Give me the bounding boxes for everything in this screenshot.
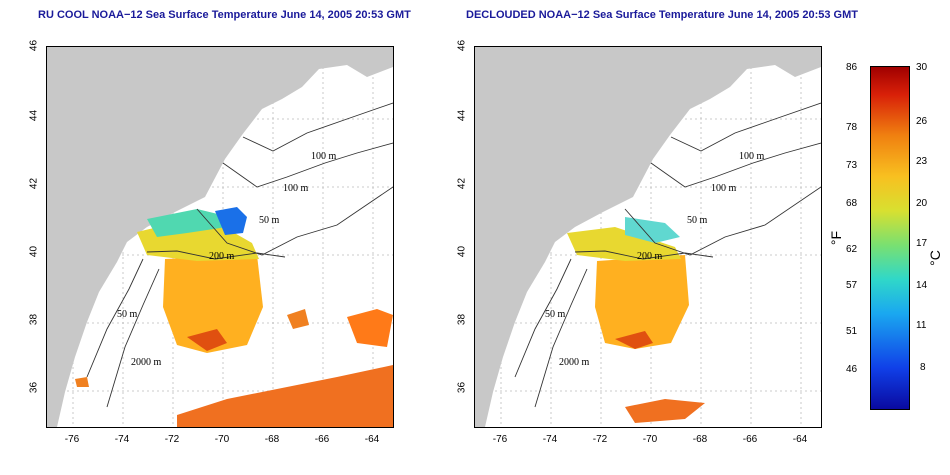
cb-fahrenheit-label: °F xyxy=(828,230,845,246)
cb-c-14: 14 xyxy=(916,280,928,291)
cb-f-73: 73 xyxy=(846,160,858,171)
right-xtick-74: -74 xyxy=(542,434,558,445)
right-ytick-36: 36 xyxy=(456,381,468,394)
cb-c-26: 26 xyxy=(916,116,928,127)
right-xtick-72: -72 xyxy=(592,434,608,445)
cb-f-68: 68 xyxy=(846,198,858,209)
land-mass xyxy=(475,47,821,427)
cb-c-8: 8 xyxy=(920,362,926,373)
contour-label-200m: 200 m xyxy=(637,251,663,262)
left-xtick-64: -64 xyxy=(364,434,380,445)
cb-f-46: 46 xyxy=(846,364,858,375)
left-ytick-44: 44 xyxy=(28,109,40,122)
left-ytick-40: 40 xyxy=(28,245,40,258)
sst-field xyxy=(75,207,393,427)
contour-label-2000m: 2000 m xyxy=(559,357,590,368)
right-xtick-76: -76 xyxy=(492,434,508,445)
right-xtick-64: -64 xyxy=(792,434,808,445)
contour-label-200m: 200 m xyxy=(209,251,235,262)
right-map-title: DECLOUDED NOAA−12 Sea Surface Temperatur… xyxy=(466,9,858,21)
right-xtick-68: -68 xyxy=(692,434,708,445)
cb-f-57: 57 xyxy=(846,280,858,291)
right-ytick-38: 38 xyxy=(456,313,468,326)
left-map-title: RU COOL NOAA−12 Sea Surface Temperature … xyxy=(38,9,411,21)
cb-f-62: 62 xyxy=(846,244,858,255)
left-ytick-42: 42 xyxy=(28,177,40,190)
cb-c-20: 20 xyxy=(916,198,928,209)
right-map-panel: 100 m 100 m 50 m 200 m 50 m 2000 m xyxy=(474,46,822,428)
right-map-svg: 100 m 100 m 50 m 200 m 50 m 2000 m xyxy=(475,47,821,427)
contour-label-100m-a: 100 m xyxy=(739,151,765,162)
bathymetry-contours xyxy=(86,102,393,408)
left-xtick-76: -76 xyxy=(64,434,80,445)
left-xtick-74: -74 xyxy=(114,434,130,445)
sst-field xyxy=(567,217,705,423)
left-ytick-46: 46 xyxy=(28,39,40,52)
right-ytick-44: 44 xyxy=(456,109,468,122)
cb-c-17: 17 xyxy=(916,238,928,249)
cb-c-23: 23 xyxy=(916,156,928,167)
land-mass xyxy=(47,47,393,427)
cb-f-78: 78 xyxy=(846,122,858,133)
left-xtick-66: -66 xyxy=(314,434,330,445)
contour-label-50m-south: 50 m xyxy=(545,309,566,320)
contour-label-100m-b: 100 m xyxy=(283,183,309,194)
right-ytick-42: 42 xyxy=(456,177,468,190)
left-ytick-36: 36 xyxy=(28,381,40,394)
left-map-panel: 100 m 100 m 50 m 200 m 50 m 2000 m xyxy=(46,46,394,428)
cb-f-86: 86 xyxy=(846,62,858,73)
contour-label-50m-north: 50 m xyxy=(687,215,708,226)
cb-c-11: 11 xyxy=(916,320,927,331)
bathymetry-contours xyxy=(514,102,821,408)
left-xtick-68: -68 xyxy=(264,434,280,445)
contour-label-50m-north: 50 m xyxy=(259,215,280,226)
cb-f-51: 51 xyxy=(846,326,858,337)
contour-label-100m-b: 100 m xyxy=(711,183,737,194)
cb-celsius-label: °C xyxy=(926,250,943,266)
right-xtick-70: -70 xyxy=(642,434,658,445)
right-ytick-40: 40 xyxy=(456,245,468,258)
left-xtick-70: -70 xyxy=(214,434,230,445)
cb-c-30: 30 xyxy=(916,62,928,73)
colorbar xyxy=(870,66,910,410)
right-xtick-66: -66 xyxy=(742,434,758,445)
left-map-svg: 100 m 100 m 50 m 200 m 50 m 2000 m xyxy=(47,47,393,427)
contour-label-2000m: 2000 m xyxy=(131,357,162,368)
left-ytick-38: 38 xyxy=(28,313,40,326)
contour-label-50m-south: 50 m xyxy=(117,309,138,320)
contour-label-100m-a: 100 m xyxy=(311,151,337,162)
left-xtick-72: -72 xyxy=(164,434,180,445)
right-ytick-46: 46 xyxy=(456,39,468,52)
